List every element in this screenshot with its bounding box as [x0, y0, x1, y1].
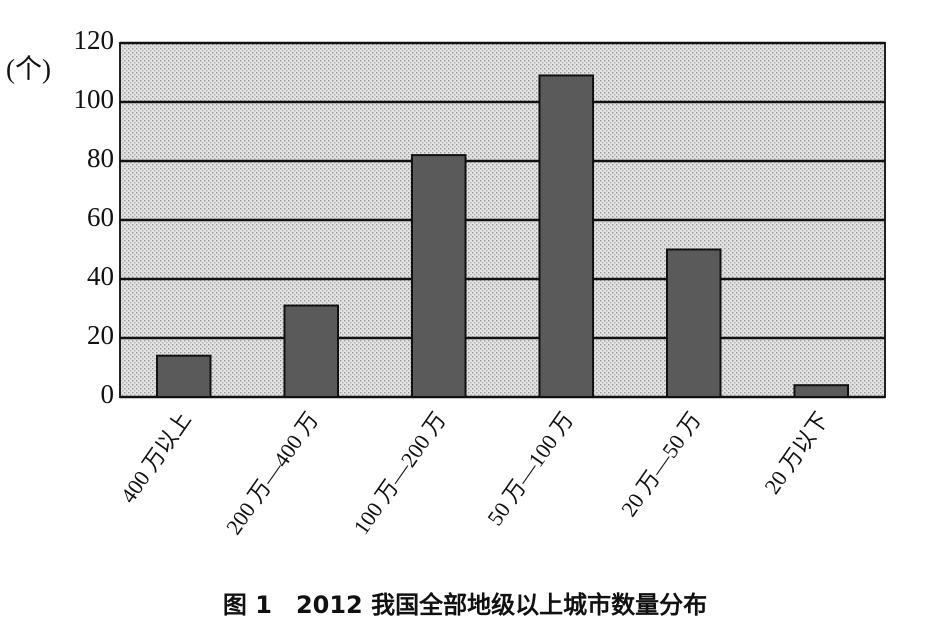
x-tick-label: 20 万—50 万 [616, 408, 706, 521]
bar [410, 154, 467, 398]
y-tick-label: 0 [101, 379, 115, 409]
x-tick-label: 400 万以上 [115, 408, 195, 508]
bar [793, 384, 850, 399]
y-tick-label: 40 [87, 261, 114, 291]
x-tick-label: 100 万—200 万 [348, 408, 451, 539]
y-tick-label: 60 [87, 202, 114, 232]
y-axis-label: (个) [6, 54, 51, 84]
y-tick-label: 120 [74, 25, 115, 55]
x-tick-label: 200 万—400 万 [221, 408, 324, 539]
bar [155, 354, 212, 399]
bar [665, 248, 722, 398]
bar [538, 74, 595, 398]
x-tick-label: 50 万—100 万 [482, 408, 578, 530]
y-tick-label: 100 [74, 84, 115, 114]
y-tick-label: 80 [87, 143, 114, 173]
x-tick-label: 20 万以下 [759, 408, 833, 499]
bar [283, 304, 340, 398]
y-tick-label: 20 [87, 320, 114, 350]
chart-title: 图 1 2012 我国全部地级以上城市数量分布 [223, 591, 707, 619]
